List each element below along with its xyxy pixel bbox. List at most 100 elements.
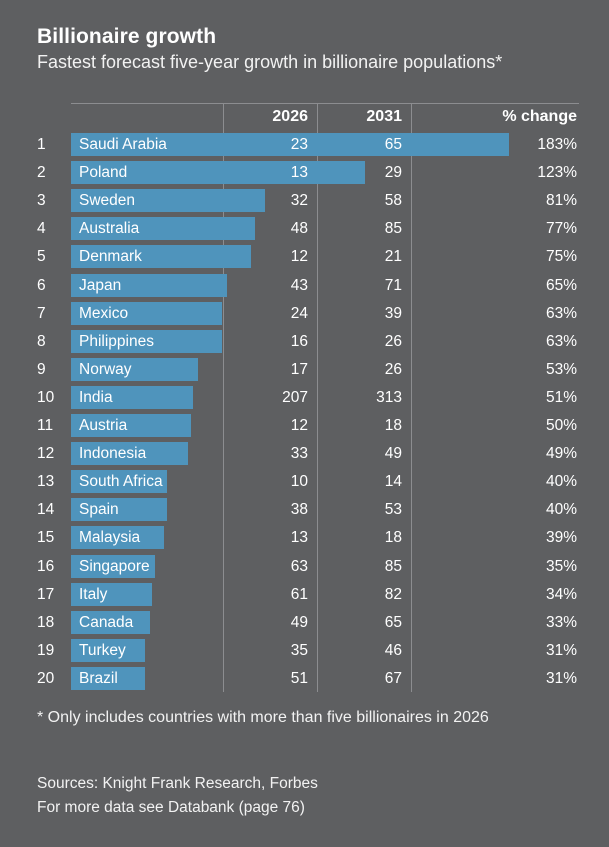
column-divider-change bbox=[411, 103, 412, 692]
table-row: 10 India 207 313 51% bbox=[0, 384, 609, 412]
country-cell: Canada bbox=[79, 613, 134, 631]
value-2026-cell: 49 bbox=[290, 613, 308, 631]
change-cell: 40% bbox=[545, 473, 577, 491]
rank-cell: 13 bbox=[37, 473, 55, 491]
change-bar bbox=[71, 357, 198, 381]
table-row: 8 Philippines 16 26 63% bbox=[0, 328, 609, 356]
value-2026-cell: 38 bbox=[290, 501, 308, 519]
header-2031: 2031 bbox=[366, 108, 402, 125]
value-2026-cell: 207 bbox=[282, 388, 308, 406]
value-2026-cell: 13 bbox=[290, 164, 308, 182]
change-bar bbox=[71, 498, 167, 522]
value-2026-cell: 13 bbox=[290, 529, 308, 547]
table-row: 17 Italy 61 82 34% bbox=[0, 581, 609, 609]
sources: Sources: Knight Frank Research, Forbes F… bbox=[37, 772, 318, 820]
rank-cell: 14 bbox=[37, 501, 55, 519]
country-cell: India bbox=[79, 388, 113, 406]
table-row: 9 Norway 17 26 53% bbox=[0, 356, 609, 384]
value-2026-cell: 12 bbox=[290, 248, 308, 266]
header-rule bbox=[71, 103, 579, 104]
table-row: 4 Australia 48 85 77% bbox=[0, 215, 609, 243]
rank-cell: 5 bbox=[37, 248, 46, 266]
value-2031-cell: 82 bbox=[384, 585, 402, 603]
value-2031-cell: 49 bbox=[384, 445, 402, 463]
value-2026-cell: 23 bbox=[290, 136, 308, 153]
country-cell: Austria bbox=[79, 417, 128, 434]
rank-cell: 18 bbox=[37, 613, 55, 631]
rank-cell: 10 bbox=[37, 388, 55, 406]
change-cell: 33% bbox=[545, 613, 577, 631]
change-cell: 53% bbox=[545, 360, 577, 378]
value-2026-cell: 35 bbox=[290, 641, 308, 659]
country-cell: Mexico bbox=[79, 304, 129, 322]
change-cell: 75% bbox=[545, 248, 577, 266]
change-bar bbox=[71, 582, 153, 606]
value-2026-cell: 48 bbox=[290, 220, 308, 238]
header-change: % change bbox=[502, 108, 577, 125]
rank-cell: 8 bbox=[37, 332, 46, 350]
table-row: 14 Spain 38 53 40% bbox=[0, 496, 609, 524]
value-2031-cell: 65 bbox=[384, 136, 402, 153]
country-cell: Brazil bbox=[79, 669, 118, 687]
table-row: 18 Canada 49 65 33% bbox=[0, 609, 609, 637]
country-cell: Norway bbox=[79, 360, 132, 378]
table-row: 7 Mexico 24 39 63% bbox=[0, 300, 609, 328]
table-row: 16 Singapore 63 85 35% bbox=[0, 553, 609, 581]
change-bar bbox=[71, 161, 366, 185]
change-bar bbox=[71, 273, 227, 297]
value-2031-cell: 53 bbox=[384, 501, 402, 519]
change-cell: 50% bbox=[545, 417, 577, 434]
value-2026-cell: 16 bbox=[290, 332, 308, 350]
change-cell: 51% bbox=[545, 388, 577, 406]
rank-cell: 12 bbox=[37, 445, 55, 463]
rank-cell: 19 bbox=[37, 641, 55, 659]
value-2026-cell: 43 bbox=[290, 276, 308, 294]
value-2031-cell: 29 bbox=[384, 164, 402, 182]
country-cell: Sweden bbox=[79, 192, 136, 210]
table-row: 20 Brazil 51 67 31% bbox=[0, 665, 609, 693]
table-row: 5 Denmark 12 21 75% bbox=[0, 243, 609, 271]
rank-cell: 17 bbox=[37, 585, 55, 603]
change-cell: 183% bbox=[537, 136, 577, 153]
value-2031-cell: 58 bbox=[384, 192, 402, 210]
value-2031-cell: 26 bbox=[384, 332, 402, 350]
table-row: 1 Saudi Arabia 23 65 183% bbox=[0, 131, 609, 159]
value-2031-cell: 46 bbox=[384, 641, 402, 659]
change-cell: 77% bbox=[545, 220, 577, 238]
change-cell: 81% bbox=[545, 192, 577, 210]
value-2031-cell: 85 bbox=[384, 220, 402, 238]
change-bar bbox=[71, 638, 146, 662]
change-bar bbox=[71, 245, 251, 269]
rank-cell: 16 bbox=[37, 557, 55, 575]
country-cell: Turkey bbox=[79, 641, 126, 659]
change-bar bbox=[71, 385, 194, 409]
country-cell: Singapore bbox=[79, 557, 150, 575]
column-divider-2026 bbox=[223, 103, 224, 692]
table-row: 13 South Africa 10 14 40% bbox=[0, 468, 609, 496]
value-2031-cell: 26 bbox=[384, 360, 402, 378]
table-row: 12 Indonesia 33 49 49% bbox=[0, 440, 609, 468]
change-bar bbox=[71, 666, 146, 690]
change-bar bbox=[71, 133, 509, 156]
change-bar bbox=[71, 526, 165, 550]
change-bar bbox=[71, 554, 155, 578]
country-cell: Spain bbox=[79, 501, 119, 519]
country-cell: Australia bbox=[79, 220, 140, 238]
value-2031-cell: 39 bbox=[384, 304, 402, 322]
value-2031-cell: 85 bbox=[384, 557, 402, 575]
value-2031-cell: 21 bbox=[384, 248, 402, 266]
change-bar bbox=[71, 189, 265, 213]
country-cell: Japan bbox=[79, 276, 122, 294]
rank-cell: 11 bbox=[37, 417, 54, 434]
rank-cell: 9 bbox=[37, 360, 46, 378]
rank-cell: 2 bbox=[37, 164, 46, 182]
change-cell: 31% bbox=[545, 641, 577, 659]
change-cell: 63% bbox=[545, 304, 577, 322]
value-2026-cell: 24 bbox=[290, 304, 308, 322]
value-2031-cell: 18 bbox=[384, 529, 402, 547]
column-divider-2031 bbox=[317, 103, 318, 692]
table-row: 2 Poland 13 29 123% bbox=[0, 159, 609, 187]
table-row: 3 Sweden 32 58 81% bbox=[0, 187, 609, 215]
value-2026-cell: 61 bbox=[290, 585, 308, 603]
chart-subtitle: Fastest forecast five-year growth in bil… bbox=[37, 52, 503, 72]
